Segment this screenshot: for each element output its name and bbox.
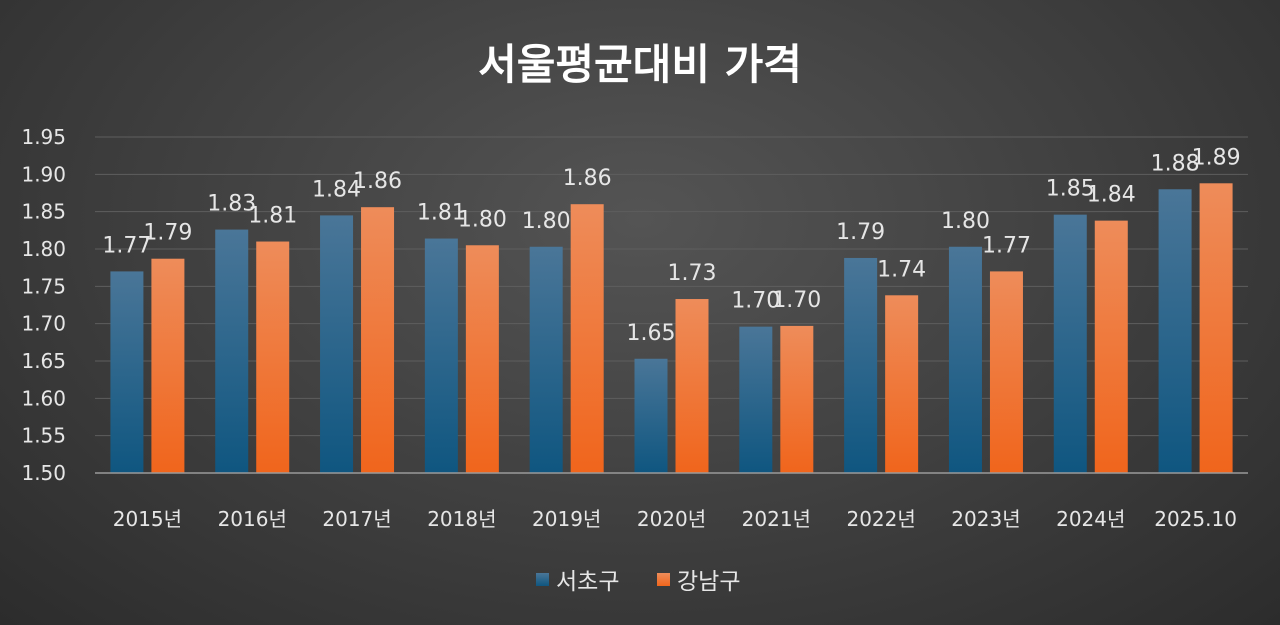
x-tick-label: 2020년 [637,507,706,531]
x-tick-label: 2018년 [427,507,496,531]
bar-gangnam [570,204,604,473]
y-tick-label: 1.55 [21,424,66,448]
y-axis-ticks: 1.50 1.55 1.60 1.65 1.70 1.75 1.80 1.85 1.90 1.95 [21,125,66,485]
data-label: 1.84 [1087,183,1136,208]
data-label: 1.79 [143,221,192,246]
x-tick-label: 2022년 [846,507,915,531]
bar-gangnam [885,295,919,473]
x-tick-label: 2025.10 [1154,507,1237,531]
bar-seocho [844,257,878,473]
bar-gangnam [675,299,709,473]
data-label: 1.77 [102,233,151,258]
data-label: 1.80 [941,209,990,234]
bar-seocho [320,215,354,473]
bar-gangnam [465,245,499,473]
y-tick-label: 1.70 [21,312,66,336]
bar-gangnam [989,271,1023,473]
data-label: 1.77 [982,233,1031,258]
x-tick-label: 2016년 [218,507,287,531]
bar-seocho [1053,214,1087,474]
bar-seocho [424,238,458,473]
data-label: 1.79 [836,220,885,245]
data-label: 1.73 [668,261,717,286]
x-tick-label: 2017년 [322,507,391,531]
y-tick-label: 1.60 [21,386,66,410]
bar-gangnam [780,325,814,473]
y-tick-label: 1.85 [21,200,66,224]
bar-gangnam [361,207,395,474]
bar-seocho [739,326,773,473]
legend: 서초구 강남구 [536,569,740,595]
data-label: 1.70 [731,289,780,314]
data-label: 1.74 [877,257,926,282]
data-label: 1.81 [248,204,297,229]
bar-seocho [634,358,668,473]
y-tick-label: 1.65 [21,349,66,373]
x-tick-label: 2023년 [951,507,1020,531]
data-label: 1.70 [772,288,821,313]
bar-seocho [110,271,144,473]
data-label: 1.89 [1192,145,1241,170]
bar-seocho [215,229,249,473]
data-labels: 1.771.791.831.811.841.861.811.80 1.801.86… [102,145,1240,345]
bar-gangnam [151,258,185,473]
y-tick-label: 1.80 [21,237,66,261]
data-label: 1.80 [522,209,571,234]
data-label: 1.83 [207,192,256,217]
bar-seocho [948,246,982,473]
legend-label-seocho: 서초구 [556,569,619,595]
data-label: 1.84 [312,177,361,202]
bar-gangnam [256,241,290,473]
data-label: 1.86 [353,169,402,194]
x-tick-label: 2024년 [1056,507,1125,531]
bar-gangnam [1094,220,1128,473]
legend-swatch-seocho [536,573,549,586]
data-label: 1.86 [563,166,612,191]
legend-label-gangnam: 강남구 [677,569,740,595]
data-label: 1.88 [1151,151,1200,176]
bar-seocho [1158,189,1192,473]
bar-gangnam [1199,183,1233,473]
x-axis-ticks: 2015년 2016년 2017년 2018년 2019년 2020년 2021년 2022년… [113,507,1237,531]
data-label: 1.65 [627,321,676,346]
x-tick-label: 2019년 [532,507,601,531]
x-tick-label: 2015년 [113,507,182,531]
data-label: 1.81 [417,201,466,226]
data-label: 1.85 [1046,177,1095,202]
bar-seocho [529,246,563,473]
y-tick-label: 1.90 [21,162,66,186]
x-tick-label: 2021년 [742,507,811,531]
legend-swatch-gangnam [657,573,670,586]
y-tick-label: 1.50 [21,461,66,485]
y-tick-label: 1.75 [21,274,66,298]
data-label: 1.80 [458,207,507,232]
bars [110,183,1233,474]
y-tick-label: 1.95 [21,125,66,149]
chart-title: 서울평균대비 가격 [478,40,802,89]
